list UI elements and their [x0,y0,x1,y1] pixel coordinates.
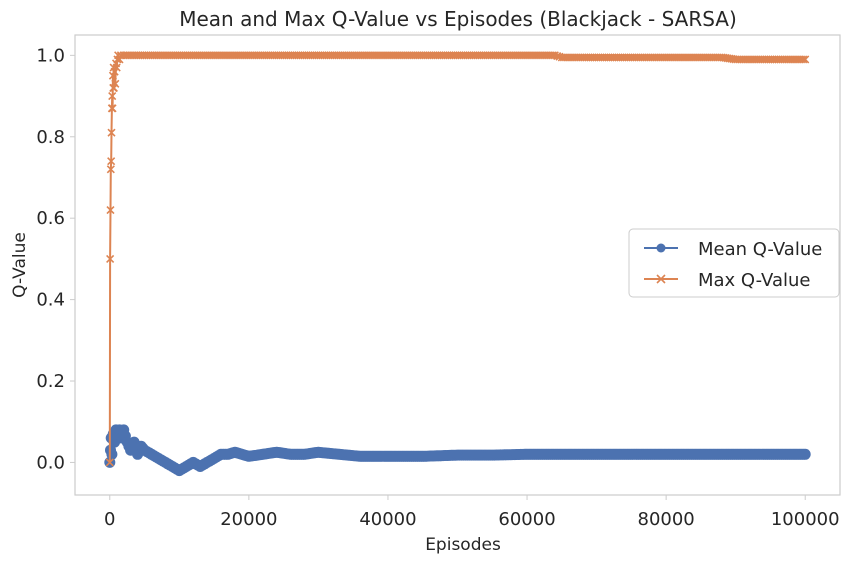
data-point [105,458,114,467]
y-tick-label: 0.8 [36,127,65,148]
x-marker-stroke [108,91,117,101]
data-point [107,157,116,166]
x-marker-stroke [553,51,562,61]
x-marker-stroke [799,55,808,64]
x-tick-label: 40000 [359,509,416,530]
x-tick-label: 100000 [771,509,840,530]
x-axis-label: Episodes [425,535,501,555]
chart-title: Mean and Max Q-Value vs Episodes (Blackj… [179,7,737,31]
data-point [106,165,115,174]
data-point [112,63,121,72]
data-point [108,71,117,80]
data-point [106,205,115,215]
legend-label-max: Max Q-Value [698,270,810,291]
y-tick-label: 0.4 [36,290,65,311]
y-tick-label: 0.0 [36,452,65,473]
legend-marker-mean [656,243,666,253]
data-point [107,128,116,137]
x-marker-stroke [105,458,114,467]
data-point [801,55,810,64]
x-marker-stroke [801,55,810,64]
y-axis-ticks: 0.0 0.2 0.4 0.6 0.8 1.0 [36,45,75,473]
data-point [108,104,117,113]
x-marker-stroke [106,205,115,215]
x-marker-stroke [106,254,115,263]
x-marker-stroke [550,51,559,60]
data-point [108,91,117,101]
data-point [110,67,119,76]
data-point [106,448,118,460]
data-point [111,79,120,88]
y-tick-label: 1.0 [36,45,65,66]
y-tick-label: 0.2 [36,371,65,392]
x-tick-label: 20000 [220,509,277,530]
x-marker-stroke [108,104,117,113]
y-tick-label: 0.6 [36,208,65,229]
data-point [799,55,808,64]
x-marker-stroke [110,67,119,76]
x-marker-stroke [107,157,116,166]
legend-marker-max [656,274,666,284]
x-marker-stroke [111,79,120,88]
plot-frame [74,34,841,496]
x-tick-label: 0 [104,509,115,530]
legend: Mean Q-Value Max Q-Value [628,228,840,298]
series-max-q-value [105,51,810,467]
x-marker-stroke [106,165,115,174]
x-marker-stroke [656,274,666,284]
x-marker-stroke [112,63,121,72]
series-layer [104,51,811,477]
x-tick-label: 80000 [638,509,695,530]
legend-label-mean: Mean Q-Value [698,239,822,260]
legend-box [628,228,840,298]
x-marker-stroke [109,63,118,72]
x-axis-ticks: 0 20000 40000 60000 80000 100000 [104,495,840,530]
data-point [799,448,811,460]
data-point [550,51,559,60]
data-point [106,254,115,263]
x-marker-stroke [107,128,116,137]
legend-x-marker [656,274,666,284]
series-mean-q-value [104,424,811,477]
y-axis-label: Q-Value [10,232,30,298]
x-marker-stroke [108,71,117,80]
data-point [553,51,562,61]
x-tick-label: 60000 [498,509,555,530]
